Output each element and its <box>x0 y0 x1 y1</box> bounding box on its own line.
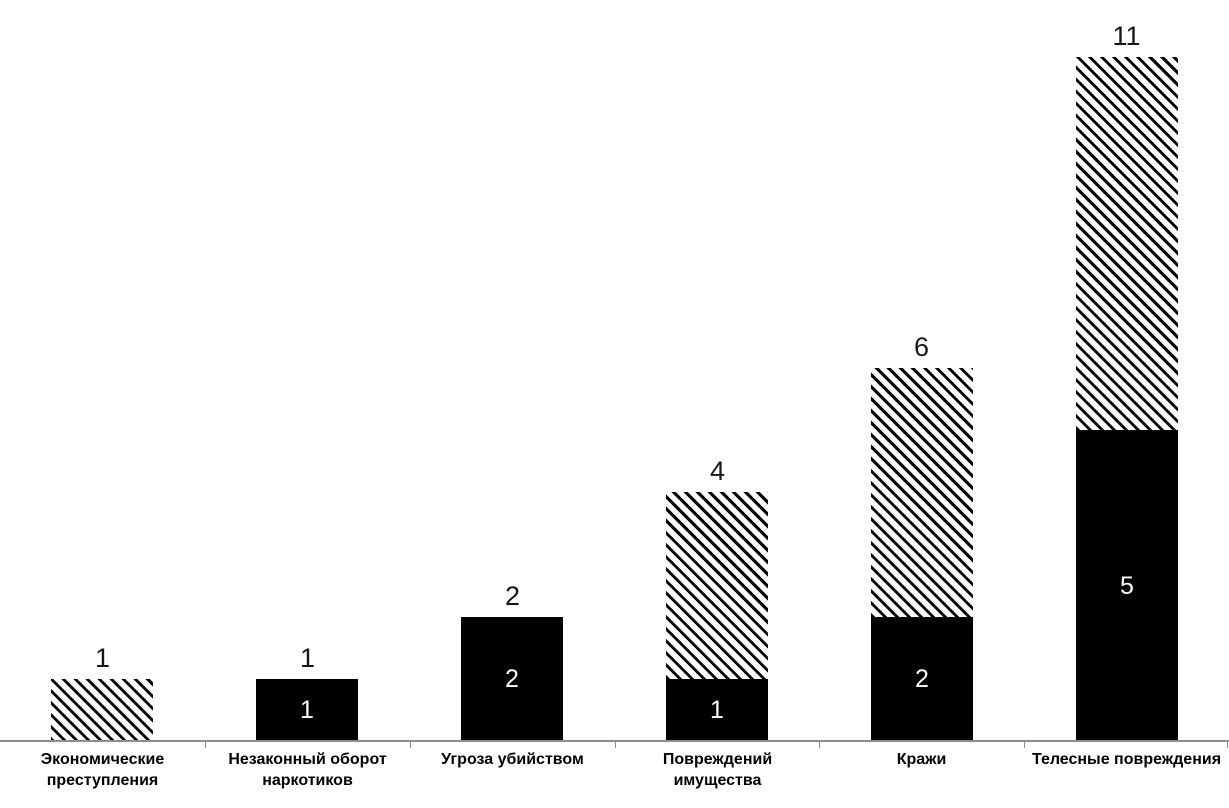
bar-total-label: 6 <box>913 332 930 362</box>
bar-total-label: 2 <box>504 581 521 611</box>
bar-total-label: 11 <box>1112 21 1141 51</box>
bar-segment-solid: 5 <box>1076 430 1178 741</box>
category-label: Экономические преступления <box>40 751 165 789</box>
x-axis-line <box>0 740 1229 742</box>
bar-segment-solid: 1 <box>256 679 358 741</box>
category-label: Кражи <box>896 751 947 768</box>
bar-total-label: 4 <box>709 456 726 486</box>
x-axis-tick <box>615 742 616 748</box>
category-label: Незаконный оборот наркотиков <box>228 751 387 789</box>
bar-value-label: 2 <box>505 665 519 693</box>
x-axis-tick <box>1227 742 1228 748</box>
x-axis-tick <box>1024 742 1025 748</box>
x-axis-tick <box>410 742 411 748</box>
category-label: Повреждений имущества <box>662 751 773 789</box>
x-axis-tick <box>205 742 206 748</box>
bar-total-label: 1 <box>299 643 316 673</box>
bar-value-label: 1 <box>710 696 724 724</box>
bar-segment-solid: 1 <box>666 679 768 741</box>
bar-segment-solid: 2 <box>461 617 563 741</box>
bar-segment-hatched <box>1076 57 1178 430</box>
bar-value-label: 1 <box>300 696 314 724</box>
bar-total-label: 1 <box>94 643 111 673</box>
bar-segment-solid: 2 <box>871 617 973 741</box>
bar-segment-hatched <box>666 492 768 679</box>
category-label: Телесные повреждения <box>1031 751 1222 768</box>
bar-value-label: 5 <box>1120 571 1134 600</box>
bar-value-label: 2 <box>915 665 929 693</box>
category-label: Угроза убийством <box>441 751 584 768</box>
x-axis-tick <box>819 742 820 748</box>
bar-segment-hatched <box>51 679 153 741</box>
bar-segment-hatched <box>871 368 973 617</box>
